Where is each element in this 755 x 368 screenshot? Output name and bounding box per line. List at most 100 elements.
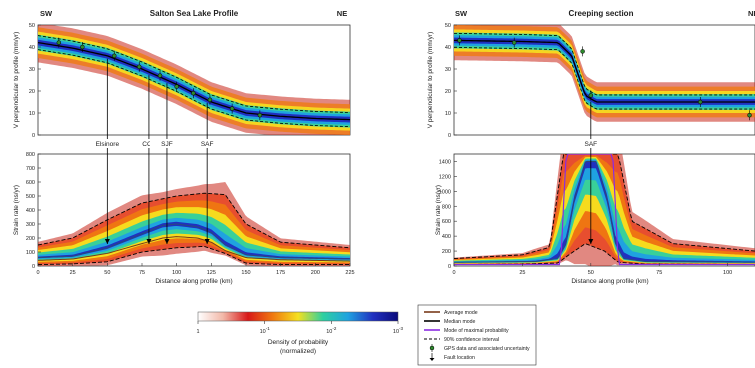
y-tick-label: 10 [29, 111, 35, 117]
axis-ticks: 0 100 200 300 400 500 600 700 800 0 25 50 75 100 125 15… [26, 152, 355, 276]
gps-point [207, 97, 213, 103]
y-axis-ticks: 0 10 20 30 40 50 [29, 23, 41, 139]
gps-point [112, 53, 117, 59]
legend-items: Average mode Median mode Mode of maximal p… [424, 310, 530, 361]
probability-density-band [38, 25, 350, 135]
gps-point [588, 93, 594, 98]
gps-point [191, 90, 196, 96]
median-mode-line [38, 223, 350, 260]
ci-lower-line [454, 47, 755, 110]
y-tick-label: 50 [29, 23, 35, 29]
y-tick-label: 800 [442, 204, 451, 210]
y-tick-label: 20 [445, 89, 451, 95]
density-layer-6 [38, 221, 350, 260]
gps-point [157, 73, 163, 78]
legend-label: GPS data and associated uncertainty [444, 346, 530, 352]
gps-point [257, 112, 263, 118]
average-mode-line [38, 236, 350, 262]
density-layer-4 [454, 158, 755, 264]
gps-point [580, 49, 585, 54]
colorbar-ticks: 1 10-1 10-2 10-3 [196, 321, 404, 335]
y-tick-label: 600 [442, 219, 451, 225]
legend-label: Fault location [444, 355, 475, 361]
fault-label-bg [131, 139, 166, 148]
x-tick-label: 200 [311, 270, 320, 276]
x-tick-label: 25 [519, 270, 525, 276]
y-tick-label: 800 [26, 152, 35, 158]
y-tick-label: 40 [445, 45, 451, 51]
colorbar-label-unit: (normalized) [280, 348, 316, 355]
gps-point [56, 40, 62, 45]
y-axis-label: Strain rate (ns/yr) [435, 185, 442, 235]
gps-point [747, 112, 752, 118]
x-tick-label: 50 [104, 270, 110, 276]
gps-point [511, 40, 517, 45]
y-axis-ticks: 0 10 20 30 40 50 [445, 23, 457, 139]
y-tick-label: 30 [445, 67, 451, 73]
fault-arrow-head [104, 239, 110, 244]
density-layer-5 [38, 39, 350, 123]
gps-point [80, 44, 85, 50]
direction-right-label: NE [748, 9, 755, 18]
colorbar-tick-label: 10-3 [393, 326, 404, 335]
direction-left-label: SW [455, 9, 468, 18]
y-tick-label: 10 [445, 111, 451, 117]
panel-strain-creeping: 0 200 400 600 800 1000 1200 1400 0 25 50 75 100 Stra… [435, 153, 755, 285]
median-mode-line [454, 39, 755, 103]
x-tick-label: 100 [172, 270, 181, 276]
colorbar-tick-label: 10-1 [260, 326, 271, 335]
legend-label: 90% confidence interval [444, 337, 499, 343]
ci-lower-line [38, 49, 350, 128]
fault-arrow-head [164, 239, 170, 244]
median-mode-line [454, 160, 755, 263]
legend-label: Mode of maximal probability [444, 328, 509, 334]
y-tick-label: 1400 [439, 159, 451, 165]
panel-velocity-creeping: SW Creeping section NE 0 10 20 30 40 50 V per… [427, 9, 755, 139]
y-tick-label: 0 [448, 264, 451, 270]
panel-velocity-salton: SW Salton Sea Lake Profile NE 0 10 20 30 40 5… [13, 9, 351, 139]
probability-density-band [454, 25, 755, 122]
gps-point [457, 38, 462, 43]
direction-left-label: SW [40, 9, 53, 18]
gps-point [698, 99, 703, 105]
y-axis-label: V perpendicular to profile (mm/yr) [13, 32, 20, 128]
x-tick-label: 225 [345, 270, 354, 276]
x-tick-label: 25 [70, 270, 76, 276]
fault-label-bg [90, 139, 125, 148]
density-layer-4 [38, 212, 350, 262]
legend-swatch [429, 345, 435, 351]
legend-arrow-head [429, 358, 435, 361]
y-tick-label: 0 [32, 133, 35, 139]
y-tick-label: 30 [29, 67, 35, 73]
x-tick-label: 100 [723, 270, 732, 276]
x-tick-label: 0 [36, 270, 39, 276]
legend-label: Average mode [444, 310, 478, 316]
gps-point [229, 106, 235, 111]
x-tick-label: 50 [588, 270, 594, 276]
y-tick-label: 0 [32, 264, 35, 270]
fault-label: SJF [161, 141, 173, 148]
ci-upper-line [38, 192, 350, 249]
chart-title-creeping: Creeping section [569, 9, 634, 18]
fault-label: SAF [201, 141, 214, 148]
fault-markers: Elsinore CCF SJF SAF [90, 58, 225, 244]
fault-label: CCF [142, 141, 155, 148]
y-tick-label: 700 [26, 166, 35, 172]
axis-ticks: 0 200 400 600 800 1000 1200 1400 0 25 50 75 100 [439, 159, 732, 276]
density-layer-2 [454, 29, 755, 113]
y-tick-label: 400 [26, 208, 35, 214]
colorbar-tick-label: 1 [196, 329, 199, 335]
y-tick-label: 1200 [439, 174, 451, 180]
colorbar: 1 10-1 10-2 10-3 Density of probability (no… [196, 311, 404, 355]
x-tick-label: 175 [276, 270, 285, 276]
legend-label: Median mode [444, 319, 476, 325]
probability-density-band [454, 154, 755, 266]
y-tick-label: 300 [26, 222, 35, 228]
y-tick-label: 500 [26, 194, 35, 200]
ci-lower-line [38, 246, 350, 266]
y-axis-label: V perpendicular to profile (mm/yr) [427, 32, 434, 128]
y-tick-label: 40 [29, 45, 35, 51]
colorbar-label: Density of probability [268, 339, 329, 346]
fault-markers: SAF [573, 101, 608, 244]
